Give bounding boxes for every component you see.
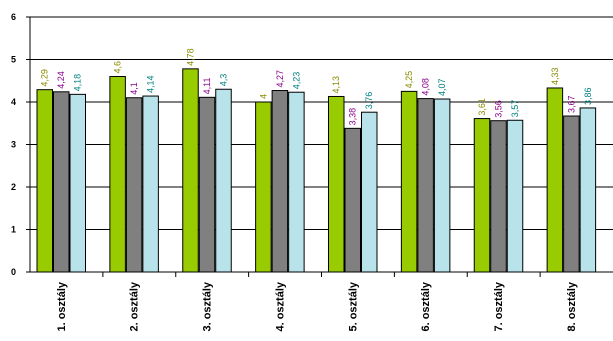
data-label: 4,11 <box>202 77 212 94</box>
data-label: 4,29 <box>40 69 50 87</box>
category-label: 7. osztály <box>493 281 505 331</box>
category-label: 6. osztály <box>420 281 432 331</box>
y-tick-labels: 0 1 2 3 4 5 6 <box>11 12 16 277</box>
data-label: 3,56 <box>494 100 504 118</box>
data-label: 3,38 <box>348 108 358 126</box>
bar <box>344 127 361 273</box>
category-label: 5. osztály <box>347 281 359 331</box>
y-tick-label: 3 <box>11 140 16 150</box>
category-label: 2. osztály <box>129 281 141 331</box>
bar <box>579 107 597 273</box>
bar <box>182 68 199 273</box>
data-label: 4,27 <box>275 70 285 88</box>
bar <box>142 95 159 273</box>
y-tick-label: 1 <box>11 225 16 235</box>
data-label: 4 <box>258 94 268 99</box>
bar <box>125 97 143 273</box>
data-label: 3,57 <box>510 100 520 118</box>
category-label: 8. osztály <box>566 281 578 331</box>
bar <box>255 101 272 273</box>
y-tick-label: 6 <box>11 12 16 22</box>
category-label: 3. osztály <box>202 281 214 331</box>
bars <box>36 68 597 273</box>
bar <box>417 98 434 273</box>
data-label: 4,78 <box>186 48 196 66</box>
y-tick-label: 4 <box>11 97 16 107</box>
data-label: 3,86 <box>583 87 593 105</box>
data-label: 4,08 <box>421 78 431 96</box>
bar <box>563 115 580 273</box>
category-label: 4. osztály <box>274 281 286 331</box>
y-tick-label: 2 <box>11 182 16 192</box>
data-label: 4,13 <box>331 76 341 94</box>
data-label: 3,76 <box>364 92 374 110</box>
bar <box>215 88 232 273</box>
data-label: 4,23 <box>291 72 301 90</box>
bar <box>506 119 524 273</box>
bar <box>490 120 507 273</box>
bar <box>433 98 451 273</box>
bar <box>546 87 564 273</box>
bar <box>36 89 53 273</box>
category-labels: 1. osztály 2. osztály 3. osztály 4. osztály… <box>56 281 578 331</box>
data-label: 3,61 <box>477 98 487 116</box>
bar <box>198 96 216 273</box>
data-labels: 4,29 4,24 4,18 4,6 4,1 4,14 4,78 4,11 4,3 4 4,27 4,… <box>40 48 593 125</box>
data-label: 4,24 <box>56 71 66 89</box>
y-tick-label: 5 <box>11 55 16 65</box>
bar <box>361 111 378 273</box>
bar <box>473 118 491 273</box>
category-label: 1. osztály <box>56 281 68 331</box>
bar <box>53 91 70 273</box>
bar <box>288 91 305 273</box>
data-label: 4,18 <box>73 74 83 92</box>
bar <box>328 95 345 273</box>
data-label: 4,14 <box>146 76 156 94</box>
axes <box>26 16 613 277</box>
data-label: 4,3 <box>219 74 229 87</box>
data-label: 4,25 <box>404 71 414 89</box>
data-label: 4,1 <box>129 82 139 95</box>
data-label: 4,33 <box>550 67 560 85</box>
bar <box>400 90 418 273</box>
bar <box>109 76 126 273</box>
bar <box>271 90 289 273</box>
y-tick-label: 0 <box>11 267 16 277</box>
data-label: 4,07 <box>437 78 447 96</box>
data-label: 3,67 <box>566 95 576 113</box>
data-label: 4,6 <box>113 61 123 74</box>
bar <box>69 93 86 273</box>
